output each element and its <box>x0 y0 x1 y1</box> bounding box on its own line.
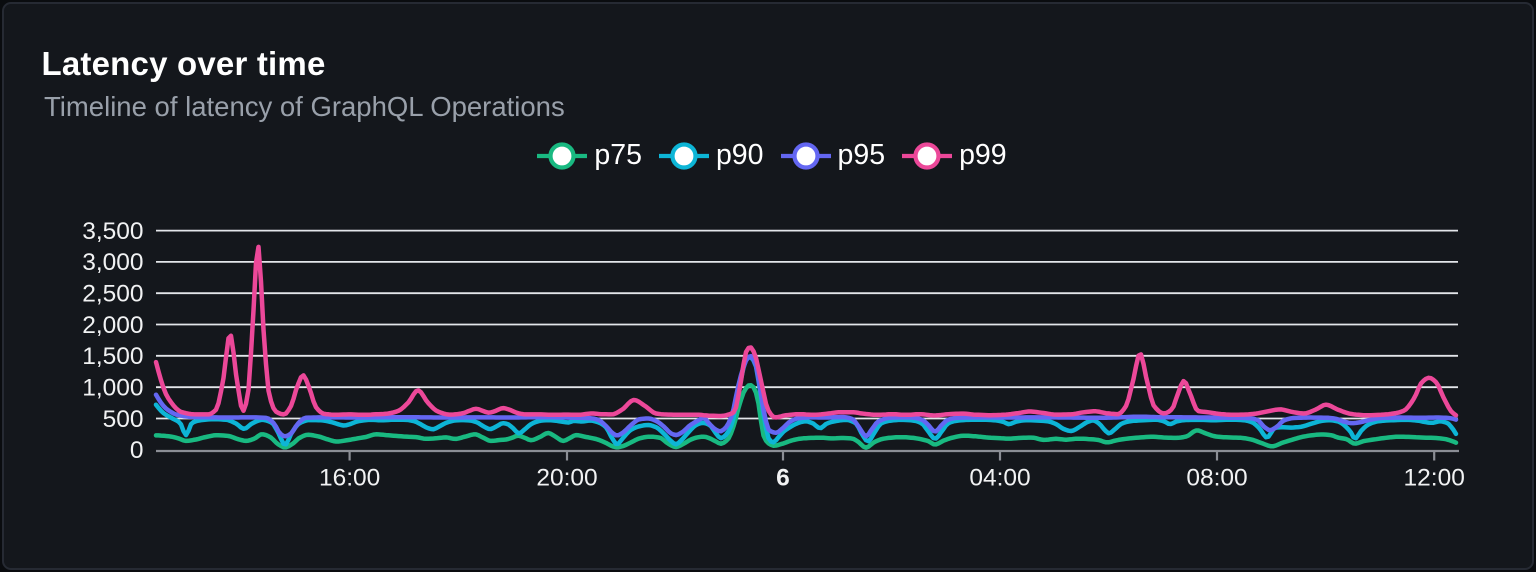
svg-text:12:00: 12:00 <box>1404 465 1465 492</box>
svg-text:1,500: 1,500 <box>82 343 143 370</box>
svg-text:16:00: 16:00 <box>319 465 380 492</box>
svg-text:08:00: 08:00 <box>1186 465 1247 492</box>
svg-text:0: 0 <box>130 437 144 464</box>
svg-text:04:00: 04:00 <box>969 465 1030 492</box>
svg-text:3,000: 3,000 <box>82 249 143 276</box>
svg-text:2,000: 2,000 <box>82 312 143 339</box>
svg-text:6: 6 <box>776 465 790 492</box>
svg-text:3,500: 3,500 <box>82 218 143 245</box>
svg-text:2,500: 2,500 <box>82 281 143 308</box>
svg-text:20:00: 20:00 <box>536 465 597 492</box>
svg-text:500: 500 <box>103 406 144 433</box>
svg-text:1,000: 1,000 <box>82 375 143 402</box>
